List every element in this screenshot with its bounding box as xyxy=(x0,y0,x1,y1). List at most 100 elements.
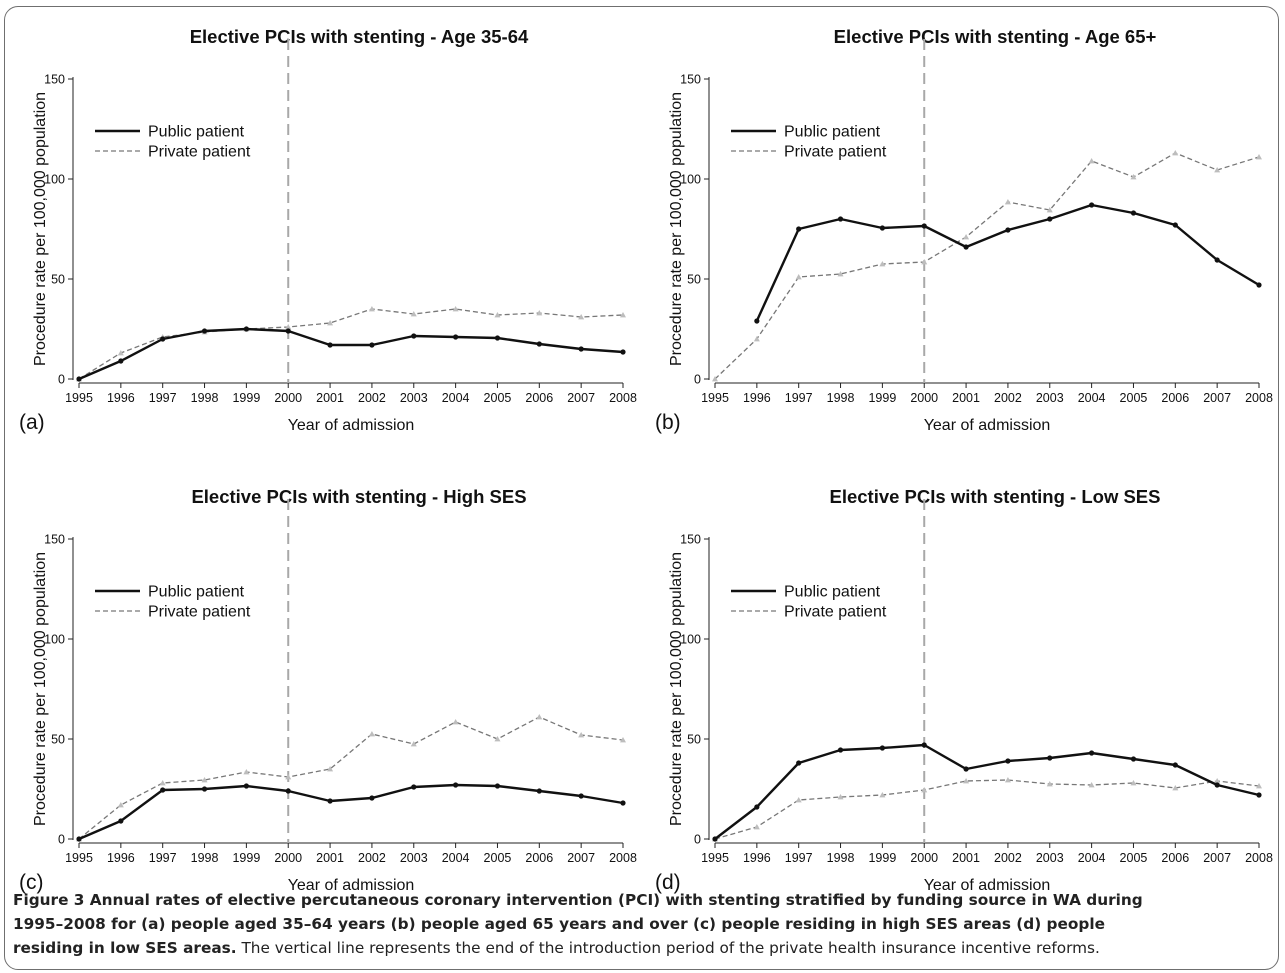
legend-label-public: Public patient xyxy=(148,124,245,141)
data-point-public xyxy=(1089,202,1095,208)
x-tick-label: 2003 xyxy=(400,851,428,865)
x-tick-label: 1999 xyxy=(232,391,260,405)
caption-normal-tail: The vertical line represents the end of … xyxy=(236,939,1100,957)
y-tick-label: 0 xyxy=(694,833,701,847)
data-point-public xyxy=(243,783,249,789)
data-point-public xyxy=(921,742,927,748)
data-point-public xyxy=(1047,755,1053,761)
y-axis-title: Procedure rate per 100,000 population xyxy=(668,92,685,366)
x-tick-label: 2002 xyxy=(358,851,386,865)
data-point-public xyxy=(369,342,375,348)
data-point-private xyxy=(327,320,334,326)
x-axis-title: Year of admission xyxy=(288,877,415,894)
data-point-private xyxy=(921,787,928,793)
x-tick-label: 2000 xyxy=(910,391,938,405)
data-point-private xyxy=(837,794,844,800)
data-point-public xyxy=(327,798,333,804)
x-tick-label: 2008 xyxy=(609,851,637,865)
data-point-public xyxy=(796,760,802,766)
data-point-private xyxy=(117,350,124,356)
data-point-public xyxy=(754,804,760,810)
x-tick-label: 2001 xyxy=(952,391,980,405)
series-line-private xyxy=(78,308,624,380)
x-tick-label: 2005 xyxy=(1120,851,1148,865)
y-tick-label: 100 xyxy=(44,633,65,647)
x-tick-label: 1998 xyxy=(827,851,855,865)
panel-label: (a) xyxy=(19,411,45,434)
legend-label-public: Public patient xyxy=(784,584,881,601)
legend: Public patient Private patient xyxy=(731,124,887,161)
x-tick-label: 2001 xyxy=(952,851,980,865)
data-point-public xyxy=(837,216,844,222)
series-line-public xyxy=(78,783,624,841)
x-tick-label: 2002 xyxy=(994,851,1022,865)
x-tick-label: 2008 xyxy=(609,391,637,405)
y-axis-title: Procedure rate per 100,000 population xyxy=(32,92,49,366)
x-tick-label: 2006 xyxy=(1161,391,1189,405)
data-point-public xyxy=(1214,257,1220,263)
x-tick-label: 1997 xyxy=(785,851,813,865)
x-tick-label: 1995 xyxy=(701,851,729,865)
x-tick-label: 2006 xyxy=(525,391,553,405)
legend-label-public: Public patient xyxy=(784,124,881,141)
x-tick-label: 2003 xyxy=(1036,391,1064,405)
series-line-public xyxy=(714,743,1260,840)
data-point-private xyxy=(536,714,543,720)
x-tick-label: 1996 xyxy=(743,851,771,865)
data-point-public xyxy=(76,836,82,842)
x-tick-label: 2005 xyxy=(1120,391,1148,405)
data-point-public xyxy=(494,783,501,789)
data-point-public xyxy=(1005,758,1011,764)
x-tick-label: 2008 xyxy=(1245,391,1273,405)
data-point-public xyxy=(76,376,82,382)
legend: Public patient Private patient xyxy=(731,584,887,621)
y-tick-label: 150 xyxy=(44,533,65,547)
x-tick-label: 1999 xyxy=(868,851,896,865)
series-public xyxy=(76,326,626,382)
x-tick-label: 2004 xyxy=(1078,851,1106,865)
data-point-private xyxy=(1256,783,1262,789)
data-point-private xyxy=(368,306,375,312)
y-axis-title: Procedure rate per 100,000 population xyxy=(668,552,685,826)
data-point-private xyxy=(578,314,585,320)
series-line-private xyxy=(714,152,1260,380)
x-tick-label: 1998 xyxy=(827,391,855,405)
y-tick-label: 0 xyxy=(694,373,701,387)
data-point-private xyxy=(1004,777,1011,783)
y-tick-label: 100 xyxy=(680,633,701,647)
panel-label: (c) xyxy=(19,871,44,894)
chart-svg: Elective PCIs with stenting - Age 65+ 199… xyxy=(655,26,1273,434)
data-point-private xyxy=(1172,785,1179,791)
data-point-private xyxy=(494,736,501,742)
data-point-private xyxy=(837,271,844,277)
x-tick-label: 2001 xyxy=(316,391,344,405)
x-tick-label: 2000 xyxy=(274,391,302,405)
data-point-public xyxy=(453,334,459,340)
legend-label-private: Private patient xyxy=(784,144,887,161)
data-point-public xyxy=(285,788,291,794)
series-line-private xyxy=(714,779,1260,840)
data-point-private xyxy=(1256,154,1262,160)
data-point-public xyxy=(536,788,542,794)
x-tick-label: 2004 xyxy=(442,851,470,865)
x-axis-title: Year of admission xyxy=(924,877,1051,894)
data-point-public xyxy=(118,818,124,824)
data-point-private xyxy=(1046,207,1053,213)
y-tick-label: 0 xyxy=(58,833,65,847)
data-point-private xyxy=(578,732,585,738)
data-point-private xyxy=(1088,158,1095,164)
chart-svg: Elective PCIs with stenting - Low SES 199… xyxy=(655,486,1273,894)
chart-title: Elective PCIs with stenting - High SES xyxy=(191,486,526,507)
x-tick-label: 2003 xyxy=(1036,851,1064,865)
data-point-public xyxy=(1256,792,1262,798)
x-tick-label: 2000 xyxy=(910,851,938,865)
data-point-private xyxy=(159,780,166,786)
x-tick-label: 2007 xyxy=(1203,851,1231,865)
data-point-public xyxy=(411,784,417,790)
x-tick-label: 1999 xyxy=(232,851,260,865)
panel-label: (d) xyxy=(655,871,681,894)
data-point-private xyxy=(963,778,970,784)
data-point-public xyxy=(578,346,584,352)
y-tick-label: 150 xyxy=(680,73,701,87)
data-point-private xyxy=(921,259,928,265)
